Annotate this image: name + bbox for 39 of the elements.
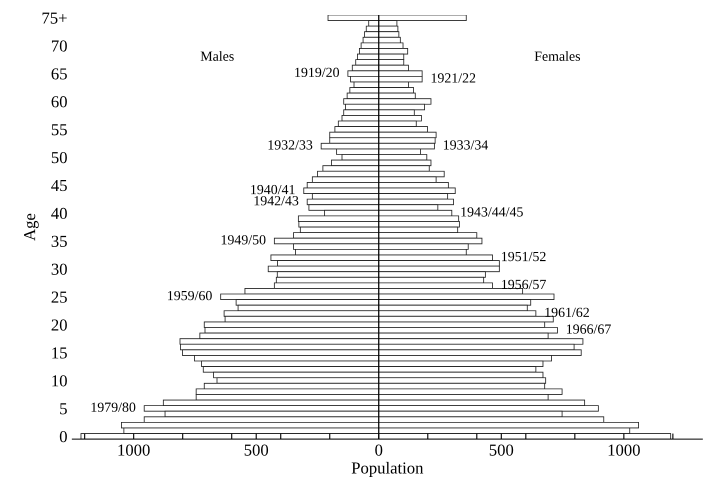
x-tick-label: 500 — [244, 444, 268, 456]
y-tick-label: 55 — [52, 124, 67, 136]
x-axis-title: Population — [352, 462, 424, 477]
y-axis-title: Age — [24, 214, 39, 241]
x-tick-label: 500 — [490, 444, 514, 456]
x-tick-label: 1000 — [118, 444, 150, 456]
annotation: 1943/44/45 — [461, 207, 523, 217]
annotation: 1942/43 — [254, 196, 298, 206]
y-tick-label: 15 — [52, 347, 67, 359]
annotation: 1919/20 — [295, 68, 340, 78]
x-tick-label: 0 — [375, 444, 382, 456]
annotation: 1940/41 — [251, 184, 295, 194]
y-tick-label: 65 — [52, 68, 67, 80]
y-tick-label: 40 — [51, 208, 67, 220]
y-tick-label: 70 — [52, 40, 67, 52]
annotation: 1932/33 — [268, 140, 312, 150]
annotation: Males — [200, 51, 234, 61]
annotation: 1979/80 — [92, 402, 136, 412]
annotation: Females — [534, 51, 580, 61]
y-tick-label: 0 — [60, 431, 67, 442]
y-tick-label: 75+ — [42, 12, 67, 24]
annotation: 1949/50 — [222, 235, 266, 244]
y-tick-label: 25 — [52, 292, 67, 303]
annotation: 1966/67 — [566, 324, 611, 334]
y-tick-label: 60 — [52, 96, 67, 108]
annotation: 1956/57 — [502, 280, 546, 290]
annotation: 1961/62 — [545, 308, 589, 318]
y-tick-label: 50 — [52, 152, 67, 164]
annotation: 1933/34 — [444, 140, 488, 150]
y-tick-label: 30 — [52, 264, 67, 275]
y-tick-label: 10 — [52, 375, 67, 386]
y-tick-label: 45 — [51, 180, 67, 192]
x-tick-label: 1000 — [608, 444, 640, 456]
y-tick-label: 35 — [52, 236, 67, 247]
annotation: 1959/60 — [168, 290, 212, 300]
annotation: 1921/22 — [432, 73, 476, 83]
y-tick-label: 20 — [52, 319, 67, 331]
y-tick-label: 5 — [60, 403, 67, 414]
annotation: 1951/52 — [502, 252, 546, 262]
